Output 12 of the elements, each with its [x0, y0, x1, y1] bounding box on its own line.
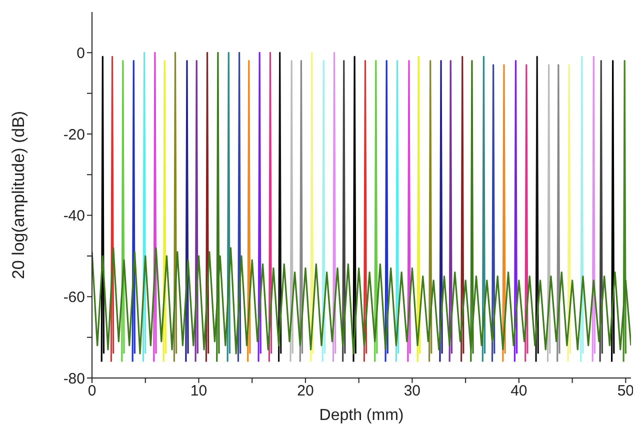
- x-tick-label: 40: [510, 382, 528, 400]
- x-axis-title: Depth (mm): [319, 407, 404, 424]
- x-tick-label: 30: [404, 382, 421, 400]
- x-tick-label: 0: [88, 382, 96, 400]
- y-tick-label: -40: [63, 208, 85, 225]
- y-tick-label: -60: [63, 288, 85, 306]
- y-tick-label: -20: [63, 126, 85, 144]
- x-tick-label: 10: [190, 382, 208, 400]
- x-tick-label: 20: [297, 382, 314, 400]
- y-axis-title: 20 log(amplitude) (dB): [9, 110, 28, 280]
- y-tick-label: -80: [63, 370, 85, 388]
- y-tick-label: 0: [76, 44, 85, 62]
